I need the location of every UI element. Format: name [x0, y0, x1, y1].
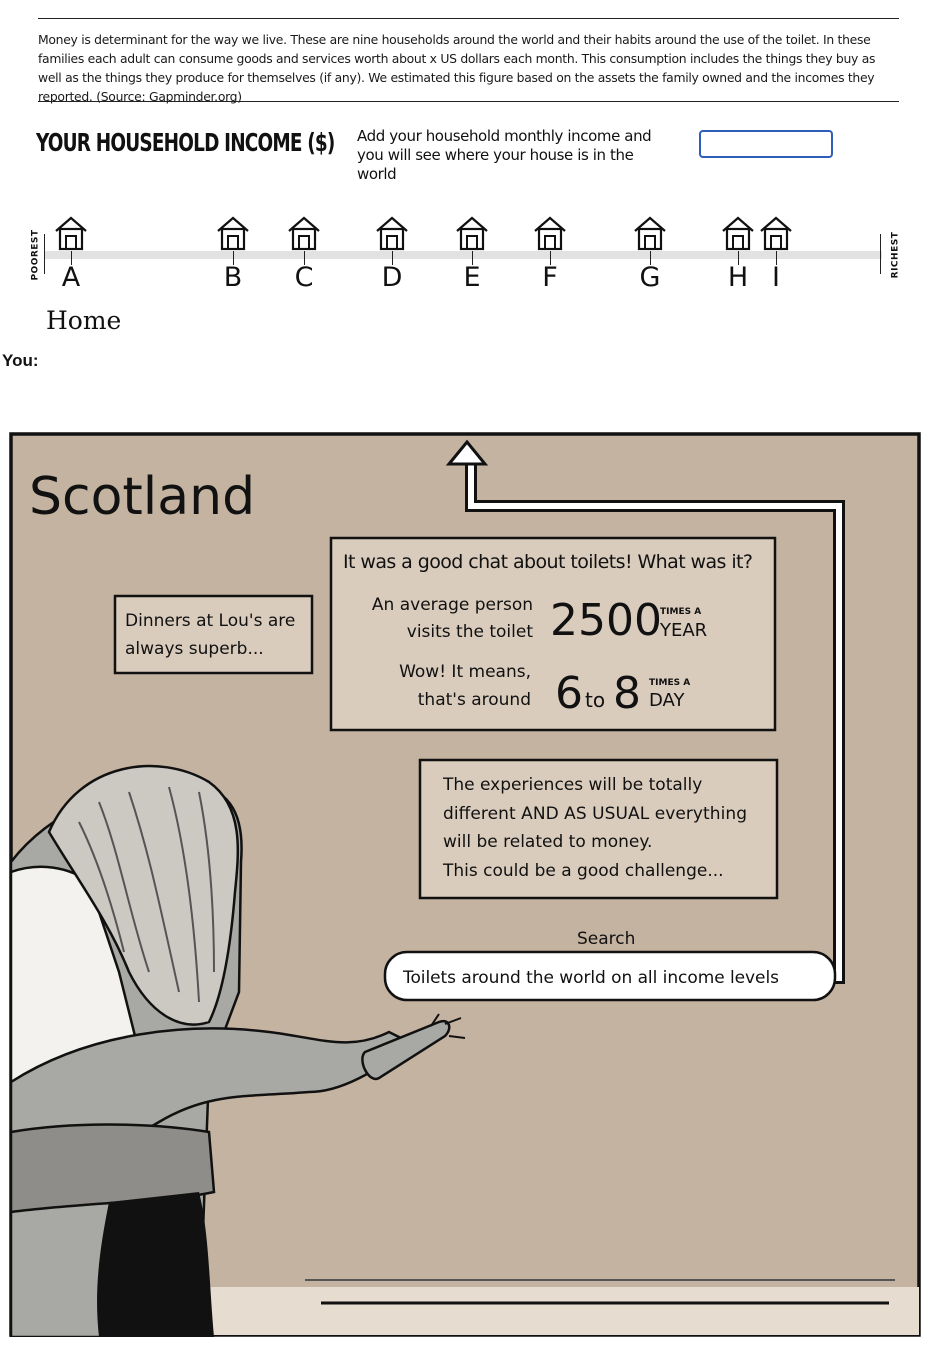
caption-right-line-2: different AND AS USUAL everything: [443, 804, 747, 824]
fact-box: [329, 536, 777, 732]
fact-unit-a: TIMES A: [660, 607, 701, 617]
house-label-b: B: [223, 262, 243, 293]
fact-line2-b: that's around: [418, 690, 531, 710]
income-input[interactable]: [699, 130, 833, 158]
house-label-h: H: [727, 262, 749, 293]
house-label-f: F: [542, 262, 558, 293]
house-icon-e[interactable]: [453, 215, 491, 251]
location-title: Scotland: [29, 467, 255, 527]
fact-range-high: 8: [613, 668, 641, 719]
fact-range-to: to: [585, 688, 605, 712]
intro-bottom-rule: [38, 101, 899, 102]
fact-unit-b: YEAR: [659, 620, 707, 641]
house-tick-f: [550, 251, 551, 265]
fact-range-low: 6: [555, 668, 583, 719]
house-icon-b[interactable]: [214, 215, 252, 251]
income-title: YOUR HOUSEHOLD INCOME ($): [36, 128, 335, 157]
caption-left-line-2: always superb...: [125, 639, 264, 659]
income-track: [44, 251, 882, 259]
house-label-g: G: [639, 262, 661, 293]
caption-right-line-1: The experiences will be totally: [442, 775, 702, 795]
comic-panel: Scotland Dinners at Lou's are always sup…: [9, 432, 921, 1337]
house-icon-f[interactable]: [531, 215, 569, 251]
house-tick-g: [650, 251, 651, 265]
fact-title: It was a good chat about toilets! What w…: [343, 551, 753, 573]
intro-text: Money is determinant for the way we live…: [38, 32, 876, 104]
house-tick-c: [304, 251, 305, 265]
poorest-label: POOREST: [30, 229, 41, 281]
income-help-text: Add your household monthly income and yo…: [357, 127, 652, 183]
you-label: You:: [2, 351, 39, 370]
richest-tick: [880, 234, 881, 274]
home-label: Home: [46, 306, 122, 335]
house-tick-h: [738, 251, 739, 265]
caption-left-box: [113, 594, 314, 675]
fact-line1-a: An average person: [372, 595, 533, 615]
fact-unit2-b: DAY: [649, 690, 685, 711]
house-icon-a[interactable]: [52, 215, 90, 251]
fact-line2-a: Wow! It means,: [399, 662, 531, 682]
house-tick-e: [472, 251, 473, 265]
house-icon-g[interactable]: [631, 215, 669, 251]
house-label-a: A: [61, 262, 81, 293]
fact-unit2-a: TIMES A: [649, 678, 690, 688]
character-illustration: [9, 764, 466, 1337]
caption-right-line-4: This could be a good challenge...: [442, 861, 724, 881]
richest-label: RICHEST: [890, 231, 901, 279]
top-rule: [38, 18, 899, 19]
caption-right-box: [418, 758, 779, 900]
poorest-tick: [44, 234, 45, 274]
search-bar[interactable]: [383, 950, 837, 1002]
house-label-d: D: [381, 262, 403, 293]
house-icon-i[interactable]: [757, 215, 795, 251]
fact-number: 2500: [550, 595, 662, 646]
house-icon-c[interactable]: [285, 215, 323, 251]
house-label-c: C: [294, 262, 314, 293]
house-tick-a: [71, 251, 72, 265]
house-tick-d: [392, 251, 393, 265]
caption-right-line-3: will be related to money.: [443, 832, 652, 852]
house-tick-b: [233, 251, 234, 265]
search-bar-text: Toilets around the world on all income l…: [402, 968, 779, 988]
house-icon-d[interactable]: [373, 215, 411, 251]
house-label-e: E: [463, 262, 481, 293]
house-icon-h[interactable]: [719, 215, 757, 251]
caption-left-line-1: Dinners at Lou's are: [125, 611, 295, 631]
arrow-head-icon: [445, 439, 489, 466]
house-tick-i: [776, 251, 777, 265]
house-label-i: I: [772, 262, 780, 293]
fact-line1-b: visits the toilet: [407, 622, 534, 642]
search-label: Search: [577, 929, 635, 949]
